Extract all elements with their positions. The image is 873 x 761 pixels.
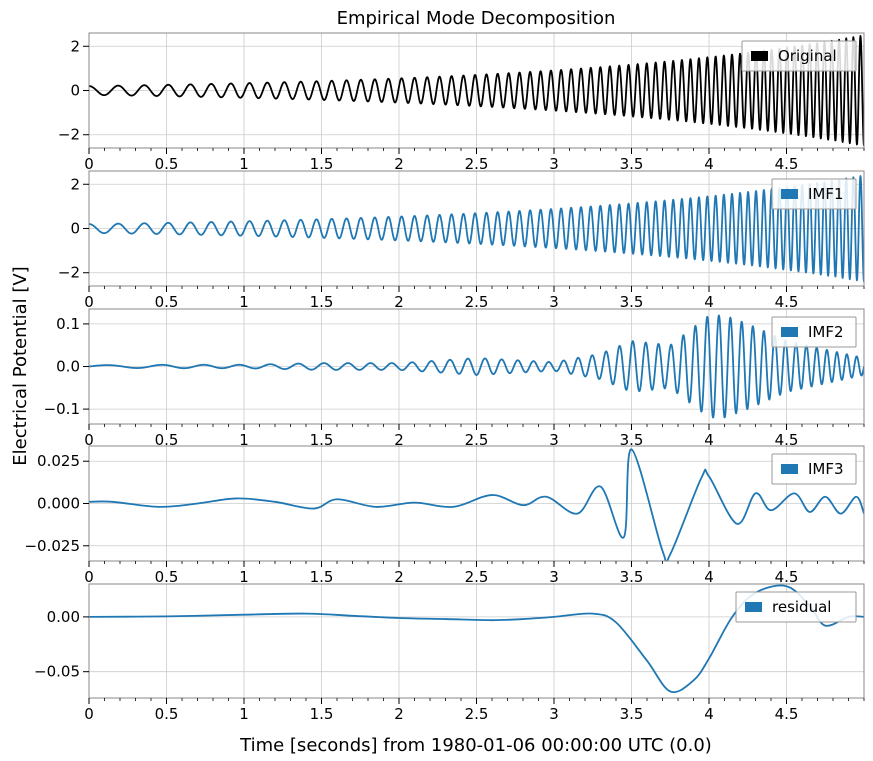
y-tick-label: −0.025 (24, 537, 80, 555)
x-tick-label: 3.5 (620, 568, 644, 586)
x-tick-label: 3.5 (620, 705, 644, 723)
x-tick-label: 1.5 (310, 293, 334, 311)
x-tick-label: 1 (239, 568, 249, 586)
legend-box (741, 40, 857, 72)
x-tick-label: 3 (549, 568, 559, 586)
x-tick-label: 2 (394, 705, 404, 723)
x-axis-label: Time [seconds] from 1980-01-06 00:00:00 … (239, 735, 712, 756)
x-tick-label: 4 (704, 568, 714, 586)
y-tick-label: −2 (58, 264, 80, 282)
x-tick-label: 1 (239, 431, 249, 449)
y-tick-label: 0.00 (47, 608, 80, 626)
legend: residual (735, 591, 857, 623)
y-axis-label: Electrical Potential [V] (10, 266, 31, 465)
x-tick-label: 0 (84, 431, 94, 449)
y-tick-label: 0 (70, 220, 80, 238)
x-tick-label: 2 (394, 431, 404, 449)
x-tick-label: 1 (239, 155, 249, 173)
series-line-residual (89, 584, 864, 694)
y-tick-label: 0.000 (37, 495, 80, 513)
x-tick-label: 2 (394, 293, 404, 311)
x-tick-label: 0 (84, 293, 94, 311)
x-tick-label: 3 (549, 155, 559, 173)
x-tick-label: 4 (704, 431, 714, 449)
x-tick-label: 0 (84, 568, 94, 586)
x-tick-label: 1.5 (310, 431, 334, 449)
legend-label: Original (778, 47, 837, 65)
series-line-IMF1 (89, 175, 864, 282)
y-tick-label: 0.1 (56, 315, 80, 333)
y-tick-label: −0.1 (44, 400, 80, 418)
x-tick-label: 3 (549, 431, 559, 449)
y-tick-label: −0.05 (34, 663, 80, 681)
x-tick-label: 2 (394, 568, 404, 586)
legend-swatch (745, 602, 762, 612)
legend-swatch (781, 327, 798, 337)
legend-label: IMF2 (808, 323, 844, 341)
legend-label: IMF3 (808, 460, 844, 478)
x-tick-label: 4 (704, 293, 714, 311)
panel-4: 0 0.5 1 1.5 2 2.5 3 3.5 4 4.5 −0.025 0.000 0.025 IMF3 (24, 445, 865, 586)
x-tick-label: 4.5 (775, 705, 799, 723)
panel-3: 0 0.5 1 1.5 2 2.5 3 3.5 4 4.5 −0.1 0.0 0.1 IMF2 (44, 308, 865, 449)
series-line-IMF2 (89, 314, 864, 419)
x-tick-label: 4.5 (775, 568, 799, 586)
y-tick-label: 0 (70, 82, 80, 100)
x-tick-label: 1 (239, 293, 249, 311)
x-tick-label: 0.5 (155, 431, 179, 449)
x-tick-label: 2.5 (465, 568, 489, 586)
x-tick-label: 1.5 (310, 705, 334, 723)
legend: IMF3 (771, 453, 857, 485)
x-tick-label: 4 (704, 155, 714, 173)
legend-swatch (781, 464, 798, 474)
panel-5: 0 0.5 1 1.5 2 2.5 3 3.5 4 4.5 −0.05 0.00 residual (34, 583, 865, 723)
x-tick-label: 0.5 (155, 568, 179, 586)
legend-box (735, 591, 857, 623)
x-tick-label: 3.5 (620, 155, 644, 173)
x-tick-label: 2.5 (465, 293, 489, 311)
series-line-IMF3 (89, 448, 864, 561)
legend-box (771, 453, 857, 485)
x-tick-label: 3 (549, 705, 559, 723)
x-tick-label: 4 (704, 705, 714, 723)
series-line-Original (89, 34, 864, 146)
x-tick-label: 0 (84, 705, 94, 723)
legend: Original (741, 40, 857, 72)
x-tick-label: 1 (239, 705, 249, 723)
y-tick-label: 0.025 (37, 452, 80, 470)
legend: IMF1 (771, 178, 857, 210)
x-tick-label: 0.5 (155, 293, 179, 311)
y-tick-label: 2 (70, 37, 80, 55)
x-tick-label: 4.5 (775, 293, 799, 311)
x-tick-label: 2.5 (465, 431, 489, 449)
legend-box (771, 316, 857, 348)
x-tick-label: 3.5 (620, 293, 644, 311)
x-tick-label: 3.5 (620, 431, 644, 449)
x-tick-label: 1.5 (310, 568, 334, 586)
x-tick-label: 0.5 (155, 705, 179, 723)
y-tick-label: −2 (58, 126, 80, 144)
x-tick-label: 4.5 (775, 155, 799, 173)
legend-box (771, 178, 857, 210)
legend: IMF2 (771, 316, 857, 348)
x-tick-label: 2 (394, 155, 404, 173)
x-tick-label: 2.5 (465, 705, 489, 723)
legend-swatch (751, 51, 768, 61)
x-tick-label: 0.5 (155, 155, 179, 173)
legend-swatch (781, 189, 798, 199)
x-tick-label: 4.5 (775, 431, 799, 449)
legend-label: IMF1 (808, 185, 844, 203)
x-tick-label: 1.5 (310, 155, 334, 173)
x-tick-label: 0 (84, 155, 94, 173)
x-tick-label: 3 (549, 293, 559, 311)
y-tick-label: 2 (70, 175, 80, 193)
legend-label: residual (772, 598, 831, 616)
x-tick-label: 2.5 (465, 155, 489, 173)
y-tick-label: 0.0 (56, 358, 80, 376)
figure-title: Empirical Mode Decomposition (337, 8, 616, 29)
